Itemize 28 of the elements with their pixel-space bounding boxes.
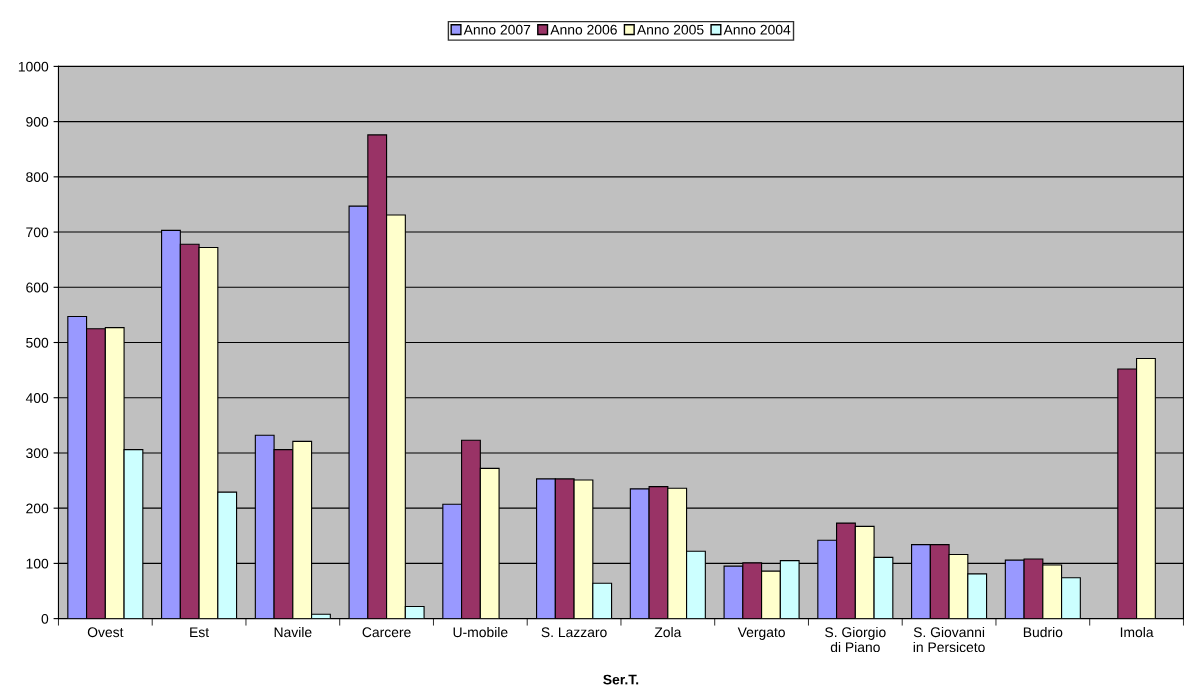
y-tick-label: 400 (25, 393, 49, 403)
y-tick-label: 600 (26, 282, 49, 293)
y-tick-label: 700 (26, 227, 49, 238)
x-tick-label: Imola (1120, 626, 1154, 638)
y-tick-label: 0 (41, 613, 49, 624)
x-tick-label: S. Giorgio di Piano (825, 626, 886, 653)
legend-label: Anno 2006 (550, 24, 617, 35)
legend-label: Anno 2007 (463, 24, 531, 35)
legend-label: Anno 2004 (723, 24, 791, 35)
y-tick-label: 300 (26, 448, 49, 459)
y-tick-label: 500 (26, 337, 49, 348)
x-tick-label: Budrio (1023, 626, 1063, 638)
y-tick-label: 800 (26, 172, 49, 183)
legend-label: Anno 2005 (636, 24, 704, 35)
x-tick-label: Ovest (87, 627, 124, 638)
y-tick-label: 900 (26, 116, 49, 127)
x-tick-label: Vergato (737, 627, 785, 640)
y-tick-label: 1000 (18, 61, 49, 72)
x-tick-label: U-mobile (453, 626, 508, 638)
x-tick-label: S. Giovanni in Persiceto (913, 626, 985, 653)
x-tick-label: Navile (274, 626, 312, 638)
y-tick-label: 100 (26, 558, 49, 569)
y-tick-label: 200 (26, 503, 49, 514)
x-axis-title: Ser.T. (603, 674, 639, 685)
x-tick-label: Zola (654, 626, 682, 638)
x-tick-label: S. Lazzaro (541, 627, 607, 638)
x-tick-label: Est (190, 627, 210, 638)
x-tick-label: Carcere (362, 627, 411, 638)
